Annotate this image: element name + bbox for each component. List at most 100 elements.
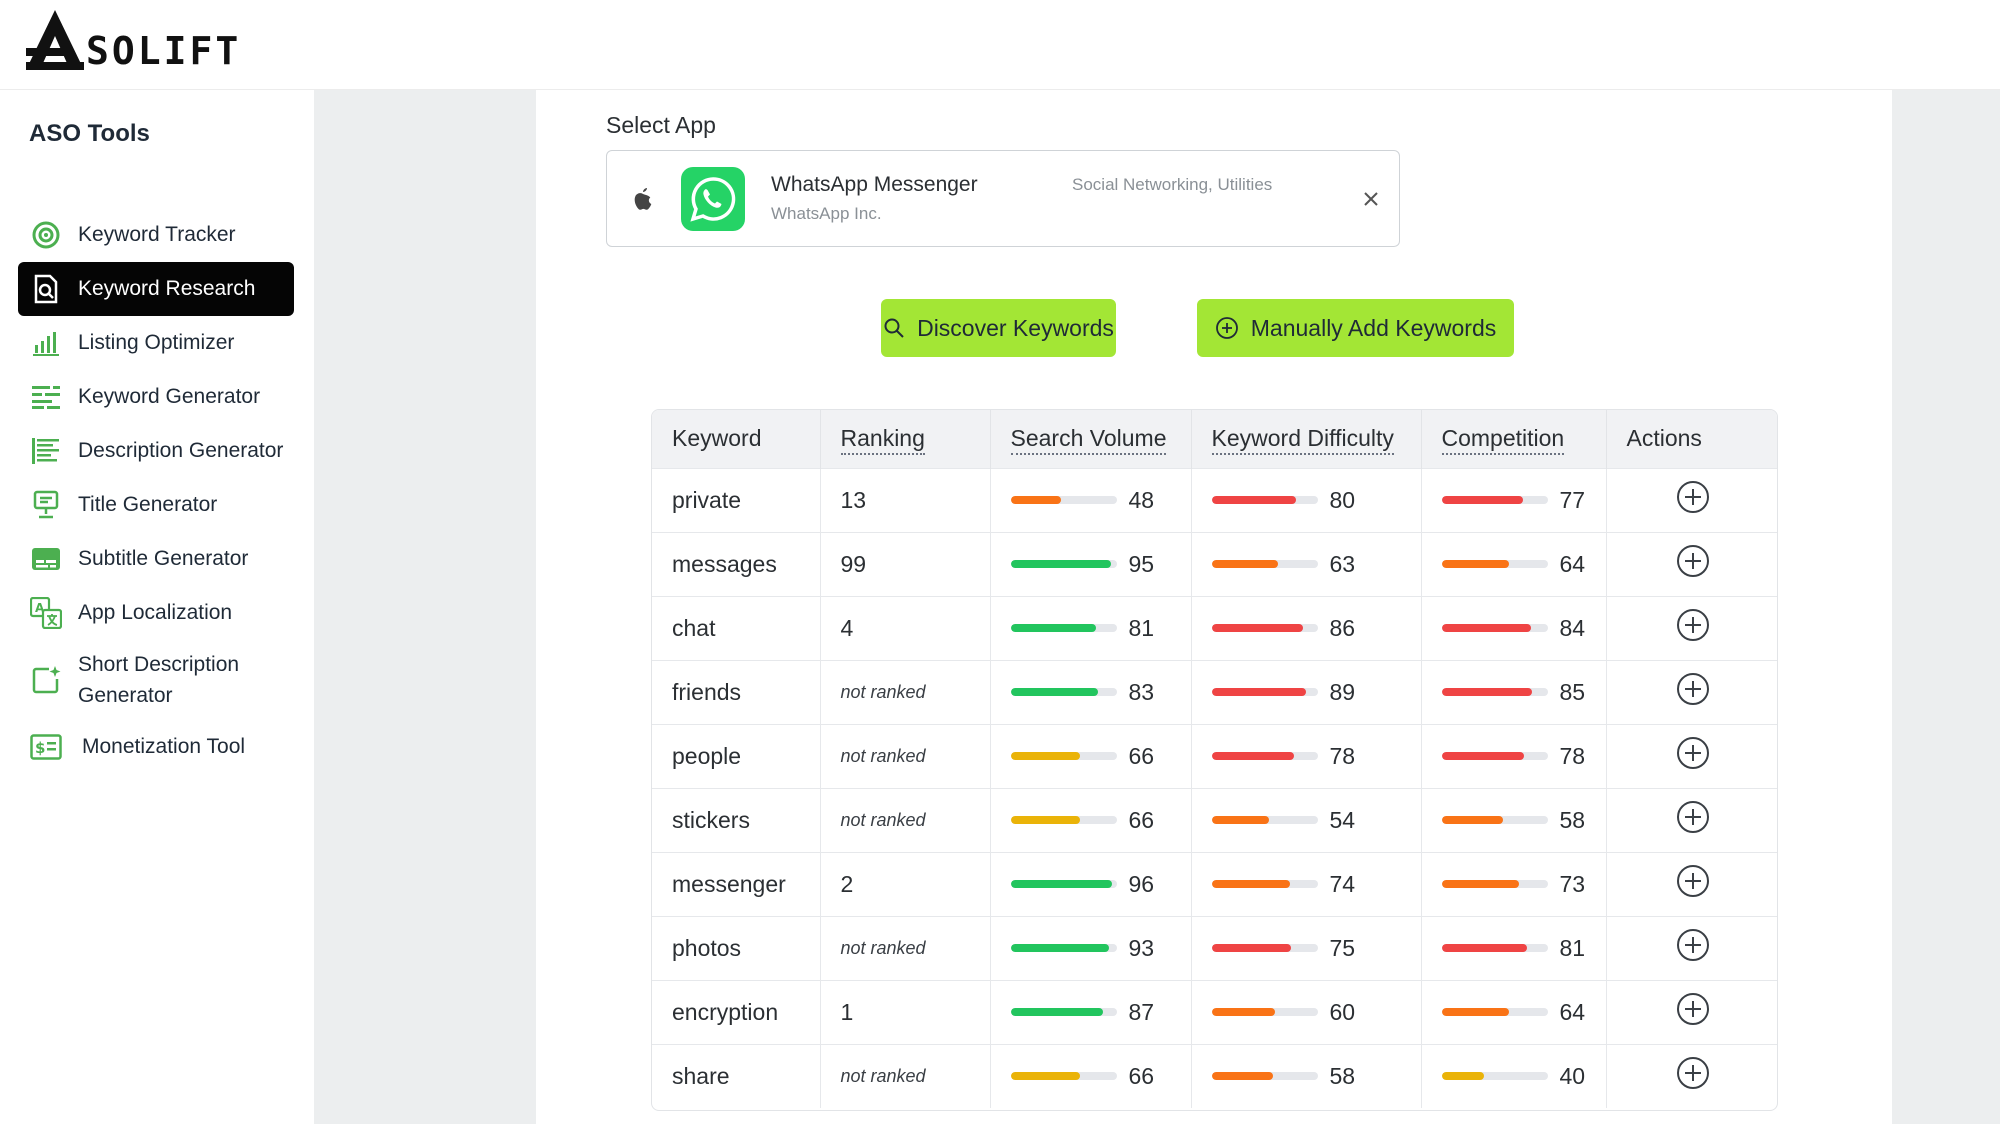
sparkle-square-icon: [30, 664, 62, 696]
sidebar-item-keyword-tracker[interactable]: Keyword Tracker: [18, 208, 294, 262]
search-volume-bar: [1010, 560, 1117, 568]
search-volume-metric: 66: [1010, 743, 1191, 770]
sidebar-item-subtitle-generator[interactable]: Subtitle Generator: [18, 532, 294, 586]
competition-bar-fill: [1441, 624, 1531, 632]
competition-metric: 84: [1441, 615, 1606, 642]
column-header-ranking[interactable]: Ranking: [820, 410, 991, 468]
table-row: stickers not ranked 66 54 58: [652, 788, 1777, 852]
add-keyword-icon[interactable]: [1676, 1056, 1710, 1090]
sidebar-item-app-localization[interactable]: A App Localization: [18, 586, 294, 640]
keyword-difficulty-cell: 63: [1191, 532, 1422, 596]
table-row: people not ranked 66 78 78: [652, 724, 1777, 788]
keyword-difficulty-metric: 54: [1211, 807, 1421, 834]
search-volume-cell: 66: [990, 788, 1192, 852]
competition-cell: 81: [1421, 916, 1607, 980]
top-header: SOLIFT: [0, 0, 2000, 90]
add-keyword-icon[interactable]: [1676, 544, 1710, 578]
add-keyword-icon[interactable]: [1676, 608, 1710, 642]
add-keyword-icon[interactable]: [1676, 736, 1710, 770]
paragraph-icon: [30, 435, 62, 467]
keyword-difficulty-value: 78: [1329, 742, 1356, 769]
ranking-cell: 1: [820, 980, 991, 1044]
sidebar-item-keyword-research[interactable]: Keyword Research: [18, 262, 294, 316]
actions-cell: [1606, 788, 1777, 852]
sidebar-item-label: Monetization Tool: [82, 735, 246, 758]
keyword-difficulty-value: 74: [1329, 870, 1356, 897]
search-volume-cell: 96: [990, 852, 1192, 916]
competition-value: 78: [1559, 742, 1586, 769]
sidebar-item-keyword-generator[interactable]: Keyword Generator: [18, 370, 294, 424]
add-keyword-icon[interactable]: [1676, 800, 1710, 834]
keyword-difficulty-metric: 63: [1211, 551, 1421, 578]
competition-bar-fill: [1441, 1008, 1510, 1016]
manually-add-keywords-button[interactable]: Manually Add Keywords: [1197, 299, 1514, 357]
selected-app-card[interactable]: WhatsApp Messenger Social Networking, Ut…: [606, 150, 1400, 247]
discover-keywords-button[interactable]: Discover Keywords: [881, 299, 1116, 357]
search-volume-value: 96: [1128, 870, 1155, 897]
search-volume-cell: 93: [990, 916, 1192, 980]
search-volume-cell: 81: [990, 596, 1192, 660]
sidebar-item-short-description-generator[interactable]: Short Description Generator: [18, 644, 294, 716]
competition-value: 73: [1559, 870, 1586, 897]
competition-bar-fill: [1441, 816, 1503, 824]
keyword-difficulty-bar-fill: [1211, 1008, 1276, 1016]
keyword-difficulty-metric: 58: [1211, 1062, 1421, 1090]
add-keyword-icon[interactable]: [1676, 928, 1710, 962]
sidebar-item-description-generator[interactable]: Description Generator: [18, 424, 294, 478]
table-row: messages 99 95 63 64: [652, 532, 1777, 596]
search-volume-cell: 66: [990, 724, 1192, 788]
keyword-difficulty-cell: 75: [1191, 916, 1422, 980]
keyword-difficulty-value: 58: [1329, 1062, 1356, 1089]
keyword-difficulty-bar-fill: [1211, 1072, 1273, 1081]
keyword-difficulty-cell: 54: [1191, 788, 1422, 852]
keyword-difficulty-metric: 78: [1211, 742, 1421, 770]
asolift-logo[interactable]: SOLIFT: [26, 4, 241, 70]
competition-bar: [1441, 688, 1548, 696]
keyword-difficulty-bar: [1211, 496, 1318, 504]
sidebar-item-label: Keyword Research: [78, 277, 256, 300]
add-keyword-icon[interactable]: [1676, 672, 1710, 706]
search-volume-bar: [1010, 1072, 1117, 1081]
add-keyword-icon[interactable]: [1676, 992, 1710, 1026]
keyword-difficulty-cell: 86: [1191, 596, 1422, 660]
keyword-difficulty-bar-fill: [1211, 560, 1279, 568]
search-volume-value: 95: [1128, 550, 1155, 577]
column-header-keyword: Keyword: [652, 410, 821, 468]
search-volume-cell: 95: [990, 532, 1192, 596]
keyword-difficulty-value: 89: [1329, 678, 1356, 705]
competition-value: 85: [1559, 678, 1586, 705]
add-keyword-icon[interactable]: [1676, 864, 1710, 898]
close-icon[interactable]: [1359, 187, 1383, 211]
text-lines-icon: [30, 381, 62, 413]
column-header-keyword-difficulty[interactable]: Keyword Difficulty: [1191, 410, 1422, 468]
search-volume-metric: 66: [1010, 1063, 1191, 1090]
competition-bar-fill: [1441, 688, 1532, 696]
competition-bar-fill: [1441, 496, 1524, 504]
search-volume-bar: [1010, 1008, 1117, 1016]
competition-bar: [1441, 944, 1548, 952]
search-volume-metric: 81: [1010, 615, 1191, 642]
competition-cell: 78: [1421, 724, 1607, 788]
column-header-competition[interactable]: Competition: [1421, 410, 1607, 468]
sidebar-item-title-generator[interactable]: Title Generator: [18, 478, 294, 532]
competition-bar-fill: [1441, 944, 1528, 952]
keyword-cell: share: [652, 1044, 821, 1108]
sidebar-item-listing-optimizer[interactable]: Listing Optimizer: [18, 316, 294, 370]
table-row: chat 4 81 86 84: [652, 596, 1777, 660]
add-keyword-icon[interactable]: [1676, 480, 1710, 514]
search-volume-bar: [1010, 752, 1117, 760]
search-volume-cell: 48: [990, 468, 1192, 532]
ranking-cell: not ranked: [820, 660, 991, 724]
keyword-cell: encryption: [652, 980, 821, 1044]
sidebar-item-monetization-tool[interactable]: $ Monetization Tool: [18, 720, 294, 774]
keyword-difficulty-bar: [1211, 752, 1318, 760]
keyword-difficulty-value: 80: [1329, 486, 1356, 513]
keyword-difficulty-metric: 75: [1211, 935, 1421, 962]
column-header-search-volume[interactable]: Search Volume: [990, 410, 1192, 468]
keyword-difficulty-bar-fill: [1211, 624, 1303, 632]
content-gutter-right: [1892, 90, 2000, 1124]
app-name: WhatsApp Messenger: [771, 173, 978, 196]
keyword-difficulty-metric: 86: [1211, 615, 1421, 642]
sidebar-nav: Keyword Tracker Keyword Research Listing…: [18, 208, 294, 774]
search-volume-bar: [1010, 880, 1117, 888]
